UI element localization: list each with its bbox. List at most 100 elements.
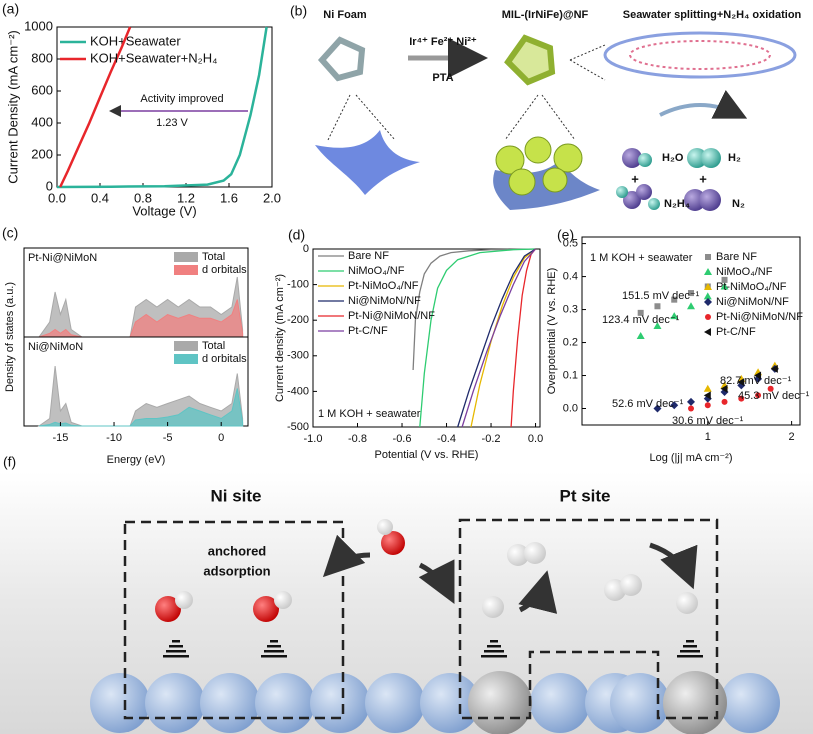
y-tick-label: 0.5 [563, 238, 578, 250]
legend-label: KOH+Seawater+N₂H₄ [90, 50, 217, 65]
x-tick-label: 0.0 [48, 190, 66, 205]
y-axis-title: Density of states (a.u.) [4, 282, 16, 392]
panel-label: (e) [557, 227, 574, 243]
x-tick-label: 0.4 [91, 190, 109, 205]
annotation: 30.6 mV dec⁻¹ [672, 415, 744, 427]
x-tick-label: -10 [106, 432, 122, 444]
x-tick-label: -15 [52, 432, 68, 444]
marker [705, 314, 711, 320]
marker [653, 404, 662, 413]
y-tick-label: -500 [287, 421, 309, 433]
x-tick-label: 0 [218, 432, 224, 444]
species-label: N₂H₄ [664, 198, 690, 210]
arrow-label: Ir⁴⁺ Fe²⁺ Ni²⁺ [409, 36, 477, 48]
y-tick-label: 0.2 [563, 336, 578, 348]
x-tick-label: 0.8 [134, 190, 152, 205]
marker [704, 298, 712, 306]
zoom-lines [504, 94, 576, 141]
zoom-lines [569, 44, 606, 81]
series-line [56, 26, 268, 189]
marker [770, 364, 778, 373]
annotation: 1 M KOH + seawater [318, 408, 421, 420]
legend-label: Bare NF [348, 250, 389, 262]
species-label: H₂ [728, 152, 741, 164]
y-tick-label: 0.0 [563, 402, 578, 414]
y-tick-label: -200 [287, 314, 309, 326]
x-tick-label: -0.6 [393, 433, 412, 445]
marker [737, 378, 745, 387]
plot-frame [312, 248, 541, 428]
x-axis-title: Log (|j| mA cm⁻²) [649, 452, 732, 464]
y-axis-title: Current density (mA cm⁻²) [274, 274, 286, 402]
x-tick-label: 0.0 [528, 433, 543, 445]
marker [653, 322, 662, 330]
legend-label: Pt-NiMoO₄/NF [716, 281, 787, 293]
x-axis-title: Potential (V vs. RHE) [375, 449, 479, 461]
dos-area [38, 299, 244, 338]
legend-label: d orbitals [202, 353, 247, 365]
marker [703, 384, 712, 392]
plus: + [699, 171, 707, 186]
note: adsorption [203, 563, 270, 578]
legend-swatch [174, 341, 198, 351]
marker [705, 254, 711, 260]
annotation: 151.5 mV dec⁻¹ [622, 290, 700, 302]
annotation: 1.23 V [156, 117, 188, 129]
bond-stack [163, 640, 703, 658]
marker [767, 385, 774, 392]
y-tick-label: 0 [303, 243, 309, 255]
y-tick-label: -400 [287, 385, 309, 397]
diagram-title: MIL-(IrNiFe)@NF [502, 9, 589, 21]
annotation: 123.4 mV dec⁻¹ [602, 314, 680, 326]
diagram-title: Ni Foam [323, 9, 367, 21]
legend-label: Total [202, 340, 225, 352]
marker [687, 397, 695, 406]
site-box [123, 520, 345, 720]
series-line [457, 248, 536, 428]
y-tick-label: 0.1 [563, 369, 578, 381]
x-axis-title: Energy (eV) [107, 454, 166, 466]
molecules [155, 519, 698, 622]
x-tick-label: -0.4 [437, 433, 456, 445]
annotation: 52.6 mV dec⁻¹ [612, 398, 684, 410]
series-line [419, 248, 536, 428]
y-tick-label: 1000 [24, 18, 53, 33]
panel-b: (b) Ni Foam MIL-(IrNiFe)@NF Seawater spl… [290, 3, 802, 211]
note: anchored [208, 543, 267, 558]
arrow-label: PTA [432, 72, 453, 84]
marker [654, 303, 661, 310]
y-tick-label: 0.3 [563, 303, 578, 315]
marker [755, 392, 762, 399]
dos-area [38, 388, 244, 427]
x-tick-label: 1 [705, 431, 711, 443]
y-tick-label: 0.4 [563, 270, 578, 282]
y-axis-title: Overpotential (V vs. RHE) [546, 268, 558, 395]
marker [704, 402, 711, 409]
legend-label: d orbitals [202, 264, 247, 276]
x-tick-label: -1.0 [304, 433, 323, 445]
legend-label: Pt-C/NF [348, 325, 388, 337]
legend-label: Bare NF [716, 251, 757, 263]
zoom-lines [327, 94, 396, 141]
marker [738, 395, 745, 402]
legend-label: NiMoO₄/NF [348, 265, 405, 277]
panel-f: (f) Ni site Pt site anchored adsorption [0, 454, 813, 734]
marker [687, 302, 695, 310]
site-label: Pt site [559, 486, 610, 505]
series-line [461, 248, 536, 428]
y-tick-label: -300 [287, 350, 309, 362]
legend-swatch [174, 354, 198, 364]
framework [603, 31, 797, 79]
marker [688, 290, 694, 297]
foam [315, 130, 420, 195]
x-tick-label: -0.2 [482, 433, 501, 445]
subplot-label: Ni@NiMoN [28, 341, 83, 353]
legend-label: Total [202, 251, 225, 263]
subplot-label: Pt-Ni@NiMoN [28, 252, 97, 264]
legend-label: Pt-C/NF [716, 326, 756, 338]
site-box [458, 518, 719, 720]
arrows [322, 534, 698, 614]
diagram-title: Seawater splitting+N₂H₄ oxidation [623, 9, 802, 21]
y-tick-label: 400 [31, 114, 53, 129]
